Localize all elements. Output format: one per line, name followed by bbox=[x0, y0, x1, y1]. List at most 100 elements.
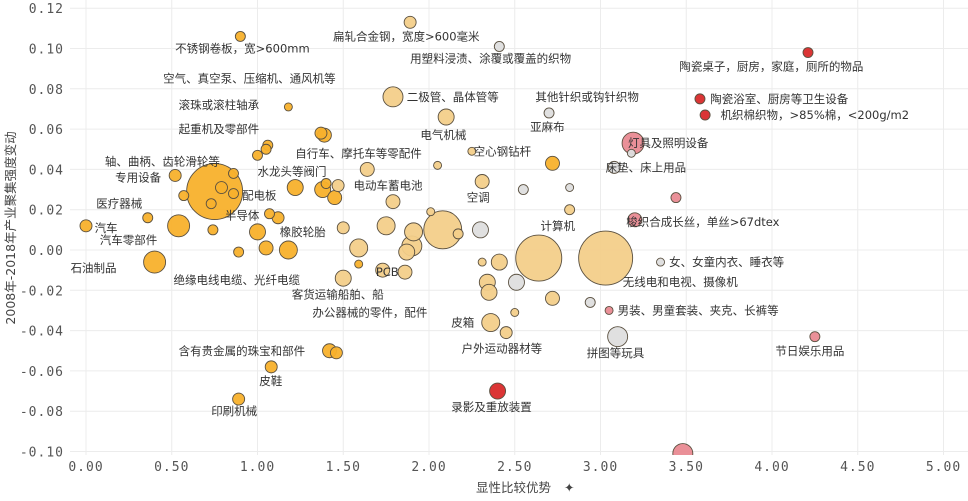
bubble-annotation: 橡胶轮胎 bbox=[280, 225, 326, 239]
bubble bbox=[142, 212, 154, 224]
x-tick-label: 2.00 bbox=[411, 460, 446, 475]
bubble-annotation: 配电板 bbox=[242, 189, 277, 203]
x-tick-label: 2.50 bbox=[497, 460, 532, 475]
bubble-annotation: 无线电和电视、摄像机 bbox=[623, 275, 738, 289]
bubble bbox=[670, 192, 682, 204]
bubble bbox=[359, 161, 375, 177]
bubble-annotation: 陶瓷桌子，厨房，家庭，厕所的物品 bbox=[679, 60, 863, 74]
bubble bbox=[508, 273, 525, 291]
bubble bbox=[474, 174, 490, 189]
bubble bbox=[543, 107, 555, 119]
bubble-annotation: 石油制品 bbox=[71, 261, 117, 275]
bubble bbox=[252, 149, 263, 161]
x-tick-label: 1.50 bbox=[326, 460, 361, 475]
bubble-annotation: 拼图等玩具 bbox=[587, 346, 645, 360]
bubble-annotation: 皮鞋 bbox=[259, 374, 282, 388]
x-tick-label: 0.00 bbox=[68, 460, 103, 475]
bubble-annotation: 滚珠或滚柱轴承 bbox=[179, 98, 260, 112]
y-tick-label: 0.08 bbox=[29, 83, 64, 98]
x-tick-label: 4.50 bbox=[840, 460, 875, 475]
y-tick-label: -0.10 bbox=[20, 446, 64, 461]
bubble bbox=[334, 269, 352, 287]
bubble bbox=[626, 148, 636, 158]
x-tick-label: 0.50 bbox=[154, 460, 189, 475]
bubble-annotation: 电动车蓄电池 bbox=[354, 179, 423, 193]
bubble bbox=[545, 155, 560, 171]
bubble bbox=[385, 194, 401, 210]
y-tick-label: 0.10 bbox=[29, 43, 64, 58]
bubble-annotation: 节日娱乐用品 bbox=[775, 344, 844, 358]
bubble bbox=[467, 146, 477, 156]
bubble bbox=[167, 214, 191, 238]
bubble bbox=[404, 222, 424, 242]
bubble bbox=[260, 143, 272, 155]
x-tick-label: 3.00 bbox=[583, 460, 618, 475]
bubble bbox=[228, 167, 239, 179]
bubble-annotation: 空气、真空泵、压缩机、通风机等 bbox=[163, 72, 335, 86]
bubble bbox=[354, 259, 364, 269]
bubble bbox=[397, 264, 413, 280]
bubble bbox=[375, 262, 391, 278]
bubble bbox=[228, 188, 239, 200]
bubble-annotation: 电气机械 bbox=[420, 128, 466, 142]
bubble-annotation: 半导体 bbox=[225, 209, 260, 223]
y-tick-label: 0.04 bbox=[29, 163, 64, 178]
x-axis-ticks: 0.00 0.50 1.00 1.50 2.00 2.50 3.00 3.50 4.00 4.50… bbox=[68, 460, 960, 475]
bubble bbox=[481, 313, 501, 332]
bubble bbox=[565, 183, 575, 192]
bubble bbox=[376, 216, 396, 236]
bubble bbox=[79, 219, 93, 233]
bubble bbox=[472, 221, 489, 239]
bubble-annotation: 水龙头等阀门 bbox=[258, 164, 327, 178]
bubble bbox=[205, 198, 217, 210]
bubble bbox=[207, 224, 219, 236]
bubble bbox=[215, 181, 228, 194]
bubble-annotation: 陶瓷浴室、厨房等卫生设备 bbox=[710, 92, 848, 106]
bubble-annotation: 印刷机械 bbox=[211, 404, 257, 418]
bubble bbox=[437, 108, 455, 126]
bubble bbox=[234, 30, 246, 42]
bubble bbox=[564, 204, 576, 216]
bubble-annotation: 汽车零部件 bbox=[100, 233, 158, 247]
bubble bbox=[178, 190, 190, 202]
bubble bbox=[607, 326, 629, 348]
bubble bbox=[545, 290, 560, 306]
y-tick-label: 0.02 bbox=[29, 204, 64, 219]
bubble-annotation: 不锈钢卷板，宽>600mm bbox=[175, 42, 310, 56]
bubble-annotation: 其他针织或钩针织物 bbox=[535, 90, 639, 104]
bubble-annotation: 计算机 bbox=[540, 219, 575, 233]
bubble bbox=[331, 179, 345, 192]
bubble bbox=[278, 240, 298, 260]
bubble bbox=[490, 253, 508, 271]
bubble-annotation: 灯具及照明设备 bbox=[628, 136, 709, 150]
bubble-annotation: 床垫、床上用品 bbox=[606, 160, 687, 174]
bubble bbox=[314, 126, 328, 140]
pin-icon: ✦ bbox=[564, 480, 574, 495]
bubbles bbox=[79, 15, 821, 455]
bubble bbox=[604, 306, 614, 315]
y-tick-label: -0.02 bbox=[20, 284, 64, 299]
bubble-annotation: 自行车、摩托车等零配件 bbox=[295, 146, 422, 160]
bubble-annotation: 用塑料浸渍、涂覆或覆盖的织物 bbox=[410, 52, 571, 66]
bubble-annotation: 录影及重放装置 bbox=[451, 400, 532, 414]
bubble bbox=[143, 250, 167, 274]
y-axis-label: 2008年-2018年产业聚集强度变动 bbox=[3, 131, 18, 324]
bubble bbox=[584, 296, 596, 308]
bubble-annotation: 办公器械的零件，配件 bbox=[312, 305, 427, 319]
bubble bbox=[452, 228, 464, 240]
bubble bbox=[656, 257, 665, 267]
y-axis-ticks: 0.12 0.10 0.08 0.06 0.04 0.02 0.00 -0.02 -0.04 -0… bbox=[20, 2, 64, 461]
bubble bbox=[264, 360, 278, 374]
bubble bbox=[802, 47, 814, 58]
bubble bbox=[489, 382, 507, 400]
bubble bbox=[320, 178, 332, 189]
bubble-annotation: 空调 bbox=[467, 191, 490, 205]
bubble-annotation: 亚麻布 bbox=[530, 120, 565, 134]
bubble bbox=[283, 102, 293, 112]
bubble bbox=[426, 207, 436, 217]
bubble bbox=[232, 392, 246, 406]
bubble-annotation: 皮箱 bbox=[451, 316, 474, 330]
bubble-annotation: 起重机及零部件 bbox=[179, 122, 259, 136]
bubble bbox=[493, 41, 505, 52]
